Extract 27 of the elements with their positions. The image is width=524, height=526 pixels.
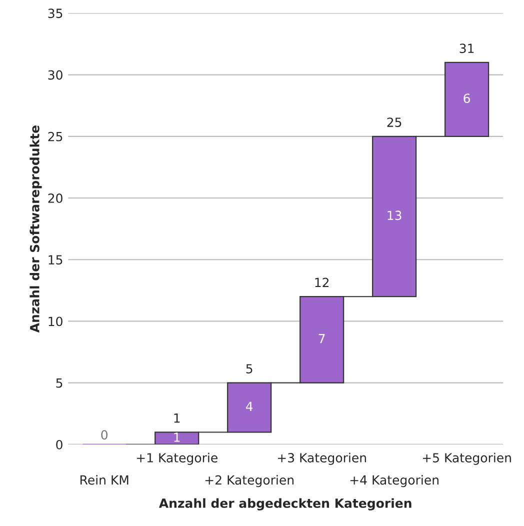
y-tick-label: 10 bbox=[48, 316, 62, 326]
x-tick-label: Rein KM bbox=[80, 475, 128, 485]
annotation: 5 bbox=[246, 364, 252, 374]
y-tick-label: 25 bbox=[48, 132, 62, 142]
annotation: 12 bbox=[315, 278, 329, 288]
annotation: 25 bbox=[387, 118, 402, 128]
y-tick-label: 15 bbox=[48, 255, 62, 265]
x-tick-label: +2 Kategorien bbox=[205, 475, 294, 488]
x-axis-title: Anzahl der abgedeckten Kategorien bbox=[158, 498, 412, 510]
x-tick-label: +5 Kategorien bbox=[422, 452, 511, 465]
annotation: 31 bbox=[460, 44, 474, 54]
annotation: 1 bbox=[174, 413, 180, 423]
x-tick-label: +4 Kategorien bbox=[350, 475, 438, 488]
data-label: 4 bbox=[246, 402, 253, 411]
y-tick-label: 20 bbox=[48, 193, 62, 203]
data-label: 6 bbox=[464, 94, 470, 104]
data-label: 13 bbox=[388, 210, 402, 220]
y-tick-label: 35 bbox=[48, 8, 62, 18]
x-tick-label: +3 Kategorien bbox=[278, 452, 366, 465]
y-tick-label: 0 bbox=[56, 440, 62, 450]
x-tick-label: +1 Kategorie bbox=[136, 452, 218, 465]
data-label: 1 bbox=[174, 432, 180, 442]
data-label: 7 bbox=[318, 334, 325, 344]
data-label: 0 bbox=[101, 430, 108, 440]
y-tick-label: 5 bbox=[56, 378, 62, 388]
y-tick-label: 30 bbox=[48, 70, 62, 80]
y-axis-title: Anzahl der Softwareprodukte bbox=[30, 126, 42, 333]
